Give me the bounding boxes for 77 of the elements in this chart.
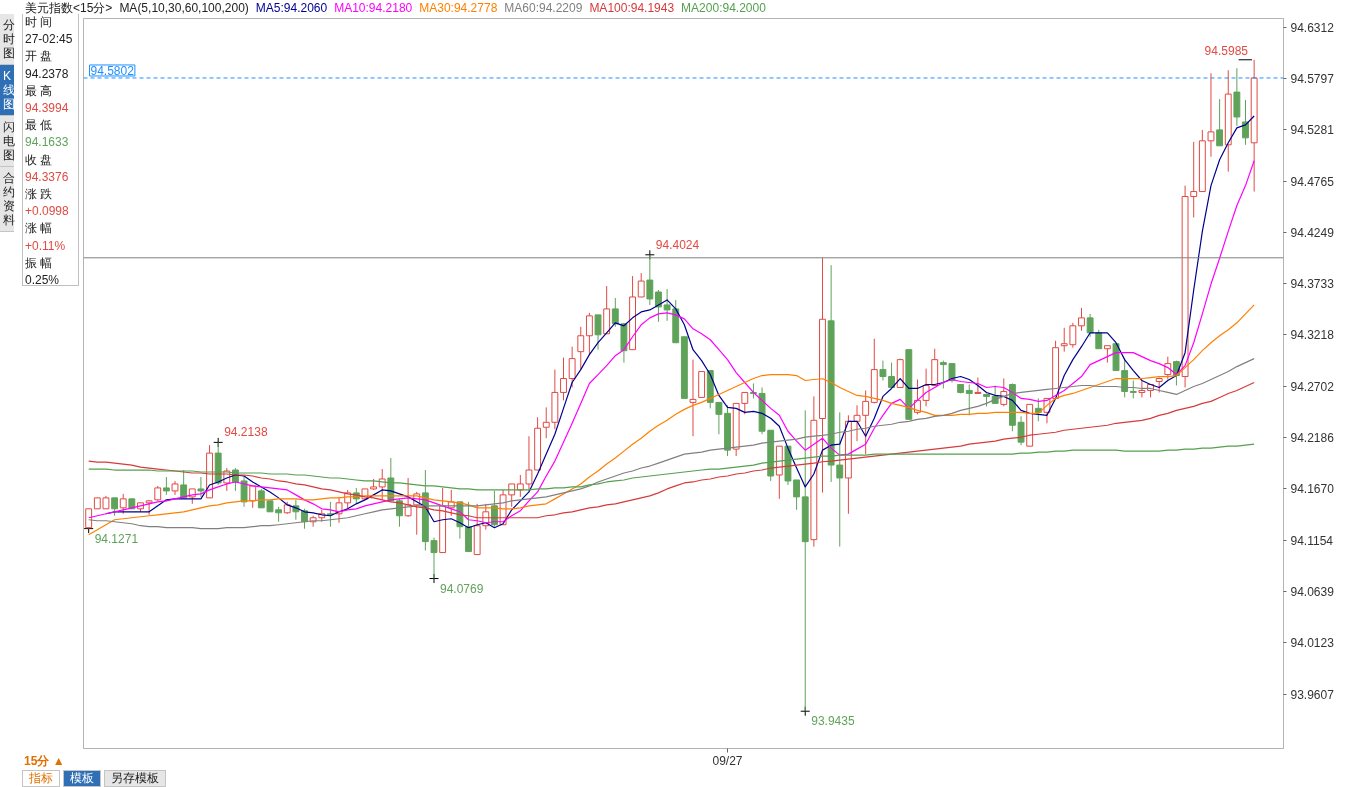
candlestick (326, 501, 334, 528)
text: 时间 (25, 14, 56, 31)
text: 最低 (25, 117, 56, 135)
y-tick-label: 94.4765 (1290, 174, 1335, 189)
candlestick (585, 312, 593, 356)
y-tick-label: 94.5281 (1290, 123, 1335, 138)
y-tick-label: 94.6312 (1290, 20, 1335, 35)
text: 闪电图 (0, 116, 15, 167)
y-tick-label: 94.2186 (1290, 431, 1335, 446)
candlestick (1216, 98, 1224, 147)
candlestick (974, 377, 982, 394)
annotation: 94.0769 (440, 581, 484, 596)
y-tick-label: 93.9607 (1290, 687, 1335, 702)
text: 指标 (22, 770, 60, 787)
candlestick (965, 383, 973, 416)
y-tick-label: 94.4249 (1290, 225, 1335, 240)
text: 94.3376 (25, 168, 70, 186)
text: 分时图 (0, 14, 15, 65)
x-tick-label: 09/27 (712, 753, 743, 768)
ref-line-label: 94.5802 (90, 63, 135, 78)
text: MA60:94.2209 (504, 1, 583, 15)
candlestick (1086, 313, 1094, 338)
line-series (88, 358, 1255, 530)
annotation: 93.9435 (811, 714, 855, 729)
text: 合约资料 (0, 167, 15, 232)
candlestick (145, 499, 153, 516)
text: 0.25% (25, 272, 61, 290)
candlestick (568, 346, 576, 388)
candlestick (689, 359, 697, 437)
text: +0.11% (25, 237, 67, 255)
text: 最高 (25, 82, 56, 100)
candlestick (611, 297, 619, 328)
annotation: 94.5985 (1204, 43, 1249, 58)
text: 模板 (63, 770, 101, 787)
text: MA200:94.2000 (681, 1, 766, 15)
candlestick (1242, 99, 1249, 146)
text: +0.0998 (25, 203, 70, 221)
candlestick (577, 326, 585, 371)
text: 27-02:45 (25, 31, 74, 49)
line-series (88, 304, 1255, 536)
text: 开盘 (25, 48, 56, 66)
text: MA30:94.2778 (419, 1, 498, 15)
text: 另存模板 (104, 770, 166, 787)
text: K线图 (0, 65, 15, 116)
candlestick (560, 357, 567, 401)
candlestick (594, 314, 602, 351)
candlestick (197, 476, 205, 498)
text: 振幅 (25, 254, 56, 272)
annotation: 94.2138 (224, 425, 268, 440)
y-tick-label: 94.1154 (1290, 533, 1334, 548)
text: MA5:94.2060 (255, 1, 328, 15)
y-tick-label: 94.0123 (1290, 636, 1335, 651)
text: 涨幅 (25, 220, 56, 238)
candlestick (1095, 329, 1103, 350)
candlestick (1078, 307, 1085, 332)
y-tick-label: 94.3733 (1290, 277, 1335, 292)
text: 15分 ▲ (24, 753, 65, 770)
legend-title: MA(5,10,30,60,100,200) (119, 1, 249, 15)
y-tick-label: 94.2702 (1290, 379, 1335, 394)
text: MA100:94.1943 (589, 1, 675, 15)
text: 收盘 (25, 151, 56, 169)
chart-title: 美元指数<15分> (25, 1, 113, 15)
text: MA10:94.2180 (334, 1, 413, 15)
candlestick (637, 272, 645, 298)
y-tick-label: 94.5797 (1290, 71, 1335, 86)
text: 94.3994 (25, 100, 70, 117)
annotation: 94.4024 (655, 237, 700, 252)
y-tick-label: 94.0639 (1290, 584, 1335, 599)
y-tick-label: 94.1670 (1290, 482, 1335, 497)
y-tick-label: 94.3218 (1290, 328, 1335, 343)
text: 94.1633 (25, 134, 70, 152)
text: 94.2378 (25, 65, 70, 83)
candlestick (655, 289, 662, 323)
text: 涨跌 (25, 186, 56, 204)
annotation: 94.1271 (94, 531, 139, 546)
candlestick (542, 406, 550, 439)
candlestick (119, 493, 127, 515)
